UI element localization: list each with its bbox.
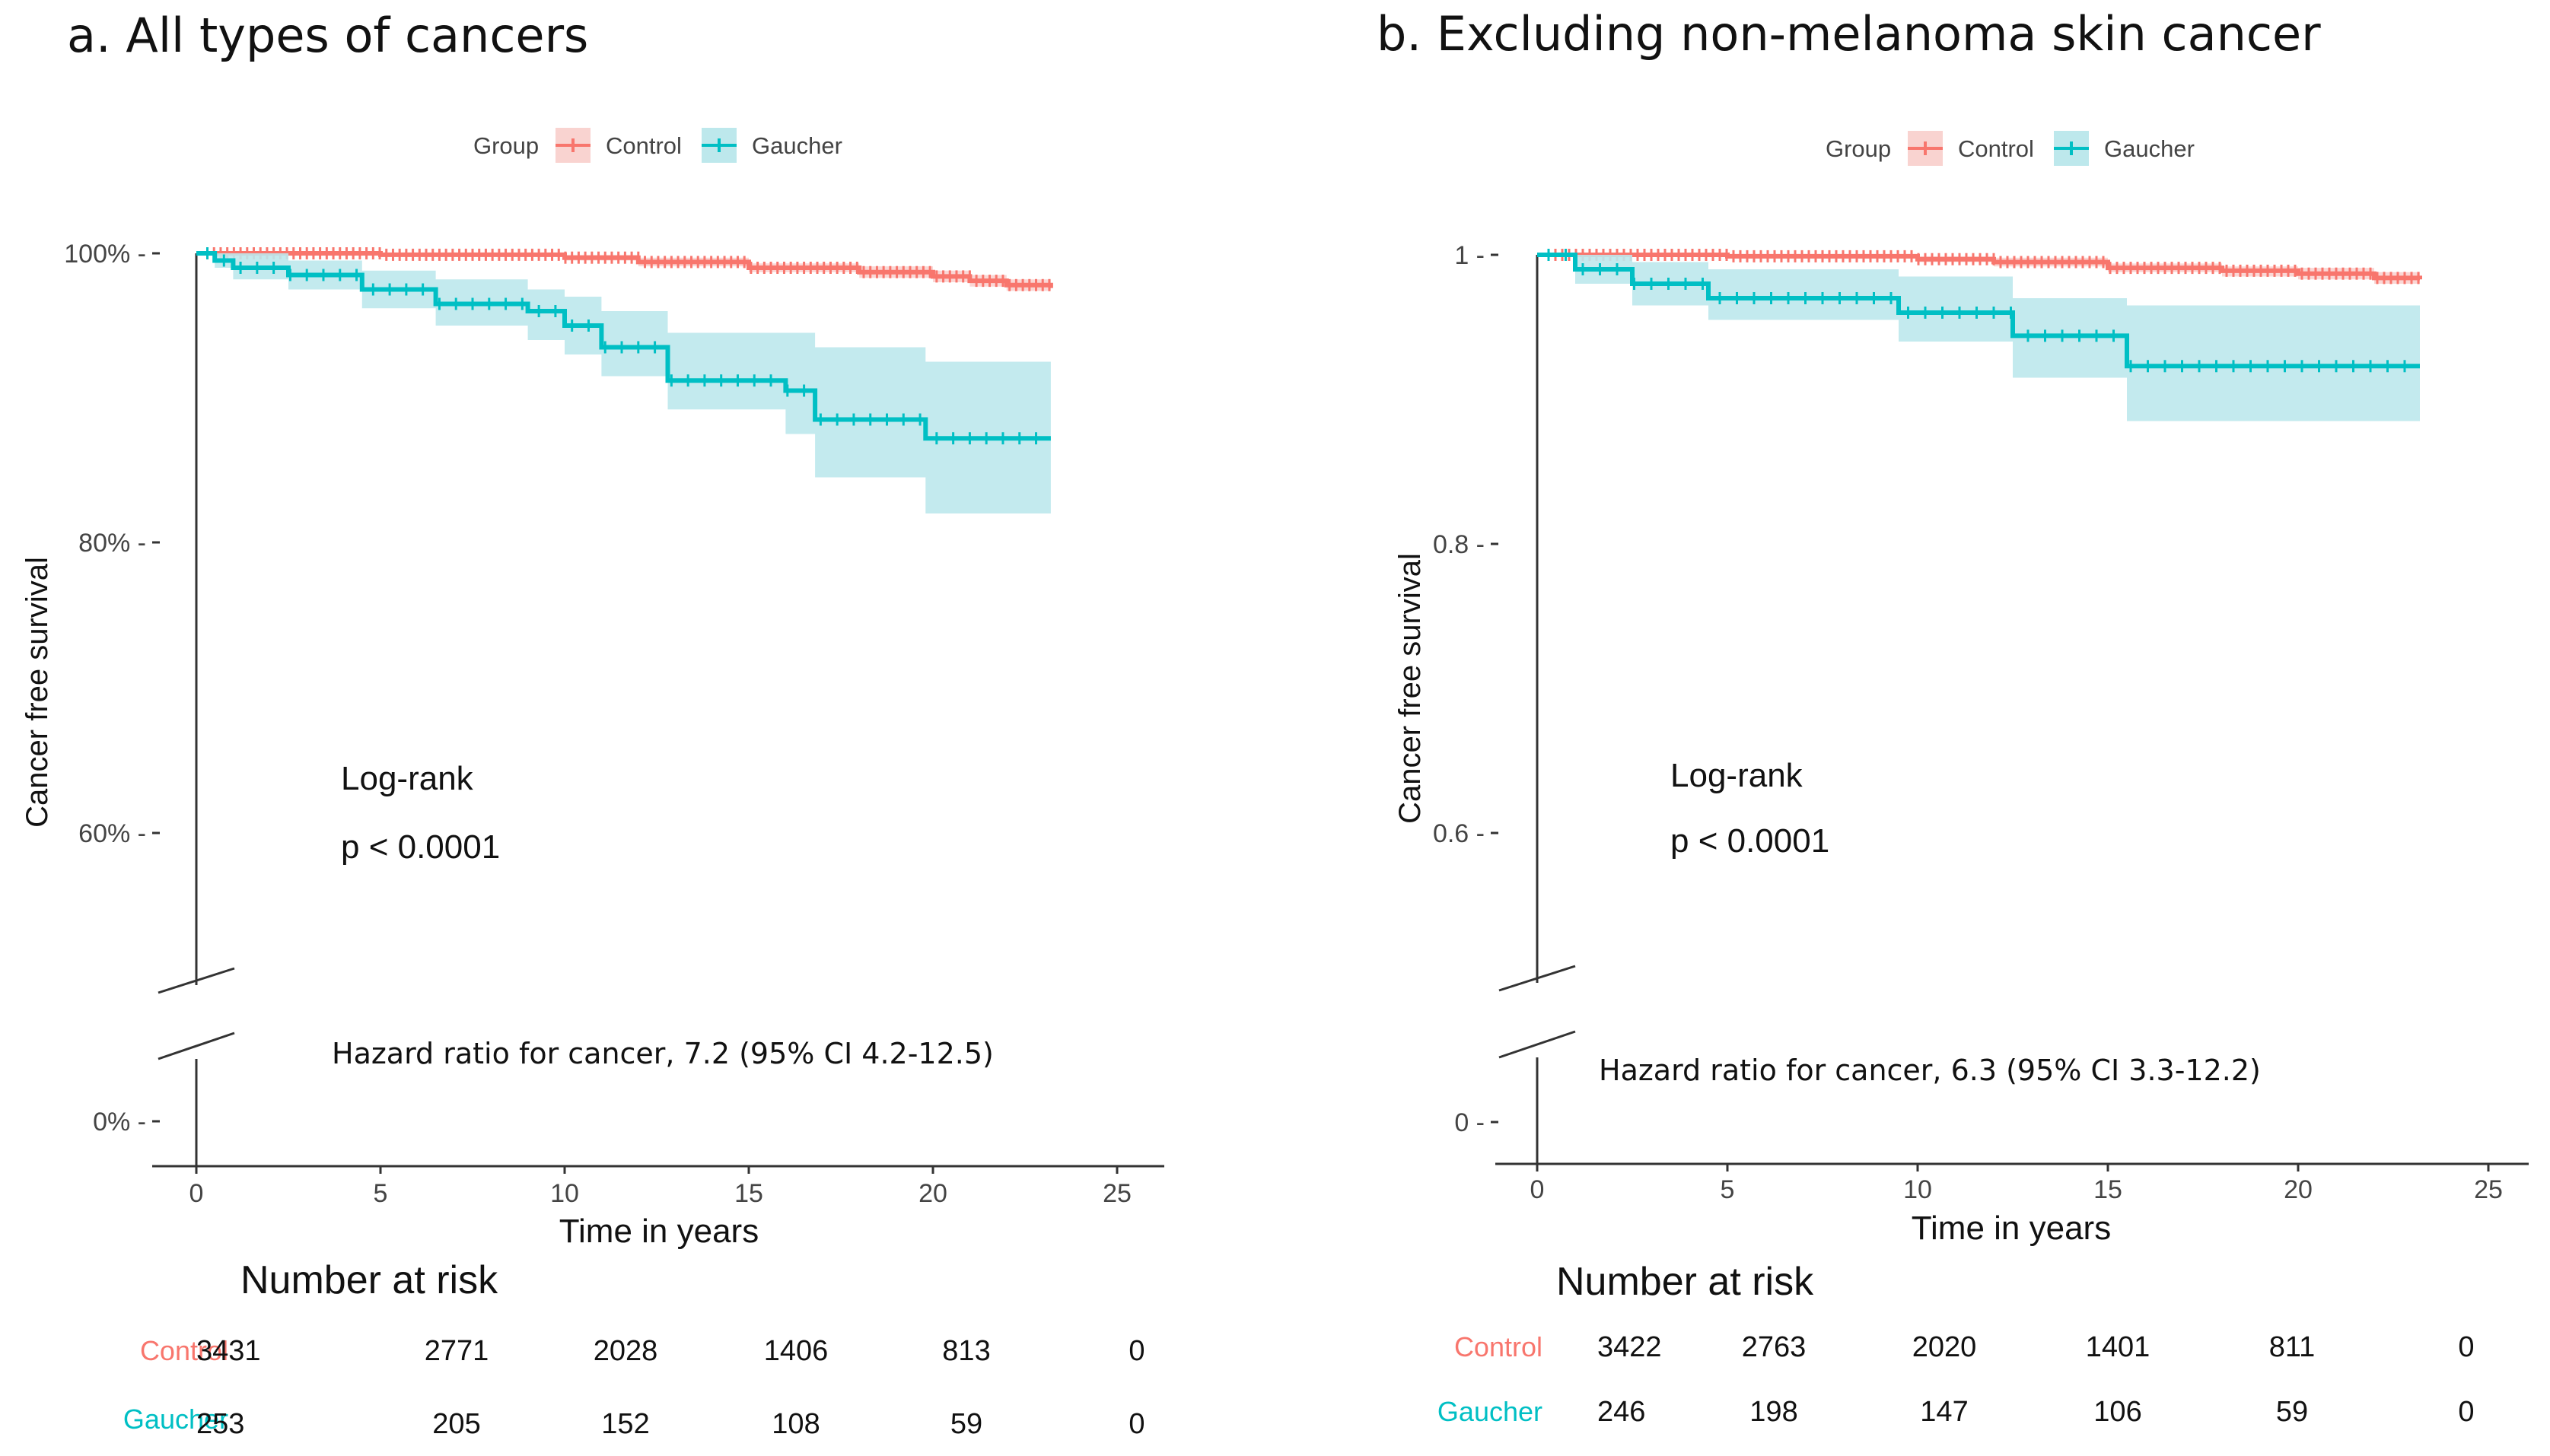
x-tick-label: 20 bbox=[918, 1179, 947, 1208]
risk-group-label: Gaucher bbox=[1437, 1396, 1542, 1427]
risk-group-label: Gaucher bbox=[123, 1404, 228, 1435]
survival-line-gaucher bbox=[1537, 253, 2420, 369]
risk-value: 813 bbox=[942, 1335, 990, 1367]
hazard-ratio-text: Hazard ratio for cancer, 6.3 (95% CI 3.3… bbox=[1599, 1054, 2261, 1087]
annotation-logrank: Log-rank bbox=[1670, 757, 1803, 794]
risk-value: 0 bbox=[1129, 1335, 1144, 1367]
risk-value: 3422 bbox=[1597, 1331, 1662, 1363]
x-axis-label: Time in years bbox=[1912, 1210, 2111, 1247]
risk-value: 1406 bbox=[764, 1335, 829, 1367]
chart-b-svg: b. Excluding non-melanoma skin cancer Gr… bbox=[1377, 6, 2529, 1428]
panel-a: a. All types of cancers Group Control Ga… bbox=[21, 8, 1164, 1440]
y-tick-label: 0% - bbox=[93, 1108, 146, 1137]
annotation-p-value: p < 0.0001 bbox=[1670, 822, 1829, 860]
axis-break-mark bbox=[158, 967, 235, 994]
y-axis-label: Cancer free survival bbox=[1393, 553, 1427, 824]
y-tick-label: 0.8 - bbox=[1433, 530, 1485, 559]
x-tick-label: 0 bbox=[1530, 1175, 1545, 1204]
risk-value: 1401 bbox=[2086, 1331, 2150, 1363]
x-tick-label: 10 bbox=[1903, 1175, 1932, 1204]
x-tick-label: 5 bbox=[374, 1179, 388, 1208]
legend-label-control: Control bbox=[606, 132, 682, 159]
legend: Group Control Gaucher bbox=[473, 128, 842, 163]
risk-value: 0 bbox=[2458, 1331, 2474, 1363]
risk-value: 59 bbox=[2276, 1396, 2308, 1428]
x-tick-label: 25 bbox=[1103, 1179, 1132, 1208]
survival-line-gaucher bbox=[196, 251, 1051, 441]
axis-break-mark bbox=[158, 1032, 235, 1060]
annotation-logrank: Log-rank bbox=[341, 760, 474, 797]
chart-title: b. Excluding non-melanoma skin cancer bbox=[1377, 6, 2321, 62]
risk-value: 108 bbox=[772, 1408, 820, 1440]
panel-b: b. Excluding non-melanoma skin cancer Gr… bbox=[1275, 0, 2550, 1456]
risk-value: 198 bbox=[1749, 1396, 1797, 1428]
annotation-p-value: p < 0.0001 bbox=[341, 828, 500, 866]
hazard-ratio-text: Hazard ratio for cancer, 7.2 (95% CI 4.2… bbox=[332, 1037, 994, 1070]
risk-table-title: Number at risk bbox=[240, 1258, 498, 1302]
y-tick-label: 0.6 - bbox=[1433, 819, 1485, 848]
legend: Group Control Gaucher bbox=[1826, 131, 2195, 166]
risk-value: 2020 bbox=[1912, 1331, 1977, 1363]
x-tick-label: 10 bbox=[550, 1179, 579, 1208]
plot-area: 100% - 80% - 60% - 0% - 0 5 10 15 20 25 bbox=[64, 240, 1164, 1208]
chart-a-svg: a. All types of cancers Group Control Ga… bbox=[21, 8, 1164, 1440]
risk-group-label: Control bbox=[1454, 1331, 1542, 1362]
risk-value: 0 bbox=[1129, 1408, 1144, 1440]
chart-title: a. All types of cancers bbox=[67, 8, 588, 63]
y-tick-label: 0 - bbox=[1454, 1108, 1485, 1137]
x-tick-label: 15 bbox=[2093, 1175, 2122, 1204]
risk-value: 2028 bbox=[594, 1335, 658, 1367]
x-tick-label: 0 bbox=[189, 1179, 204, 1208]
y-tick-label: 100% - bbox=[64, 240, 146, 269]
risk-table: Control 3422 2763 2020 1401 811 0 Gaucher 246 198… bbox=[1437, 1331, 2475, 1428]
x-tick-label: 20 bbox=[2284, 1175, 2313, 1204]
risk-value: 811 bbox=[2269, 1331, 2316, 1363]
legend-label-gaucher: Gaucher bbox=[2104, 135, 2195, 162]
risk-value: 0 bbox=[2458, 1396, 2474, 1428]
y-tick-label: 60% - bbox=[78, 819, 146, 848]
risk-value: 152 bbox=[601, 1408, 649, 1440]
y-tick-label: 80% - bbox=[78, 529, 146, 558]
x-tick-label: 5 bbox=[1721, 1175, 1735, 1204]
risk-value: 205 bbox=[432, 1408, 480, 1440]
y-axis-label: Cancer free survival bbox=[21, 557, 54, 828]
risk-group-label: Control bbox=[140, 1335, 228, 1366]
risk-value: 59 bbox=[950, 1408, 982, 1440]
axis-break-mark bbox=[1498, 1030, 1576, 1059]
survival-line-control bbox=[1537, 253, 2422, 281]
legend-label-control: Control bbox=[1958, 135, 2034, 162]
risk-value: 106 bbox=[2093, 1396, 2141, 1428]
plot-area: 1 - 0.8 - 0.6 - 0 - 0 5 10 15 20 25 bbox=[1433, 241, 2529, 1204]
y-tick-label: 1 - bbox=[1454, 241, 1485, 270]
risk-value: 2771 bbox=[425, 1335, 489, 1367]
risk-value: 246 bbox=[1597, 1396, 1645, 1428]
x-tick-label: 15 bbox=[734, 1179, 763, 1208]
legend-title: Group bbox=[1826, 135, 1891, 162]
x-axis-label: Time in years bbox=[559, 1213, 759, 1250]
axis-break-mark bbox=[1498, 965, 1576, 992]
legend-label-gaucher: Gaucher bbox=[752, 132, 842, 159]
legend-title: Group bbox=[473, 132, 539, 159]
x-tick-label: 25 bbox=[2474, 1175, 2503, 1204]
risk-value: 253 bbox=[196, 1408, 244, 1440]
risk-value: 147 bbox=[1920, 1396, 1968, 1428]
risk-table-title: Number at risk bbox=[1556, 1260, 1814, 1304]
risk-value: 3431 bbox=[196, 1335, 261, 1367]
risk-value: 2763 bbox=[1742, 1331, 1807, 1363]
ci-band-gaucher bbox=[196, 253, 1051, 513]
